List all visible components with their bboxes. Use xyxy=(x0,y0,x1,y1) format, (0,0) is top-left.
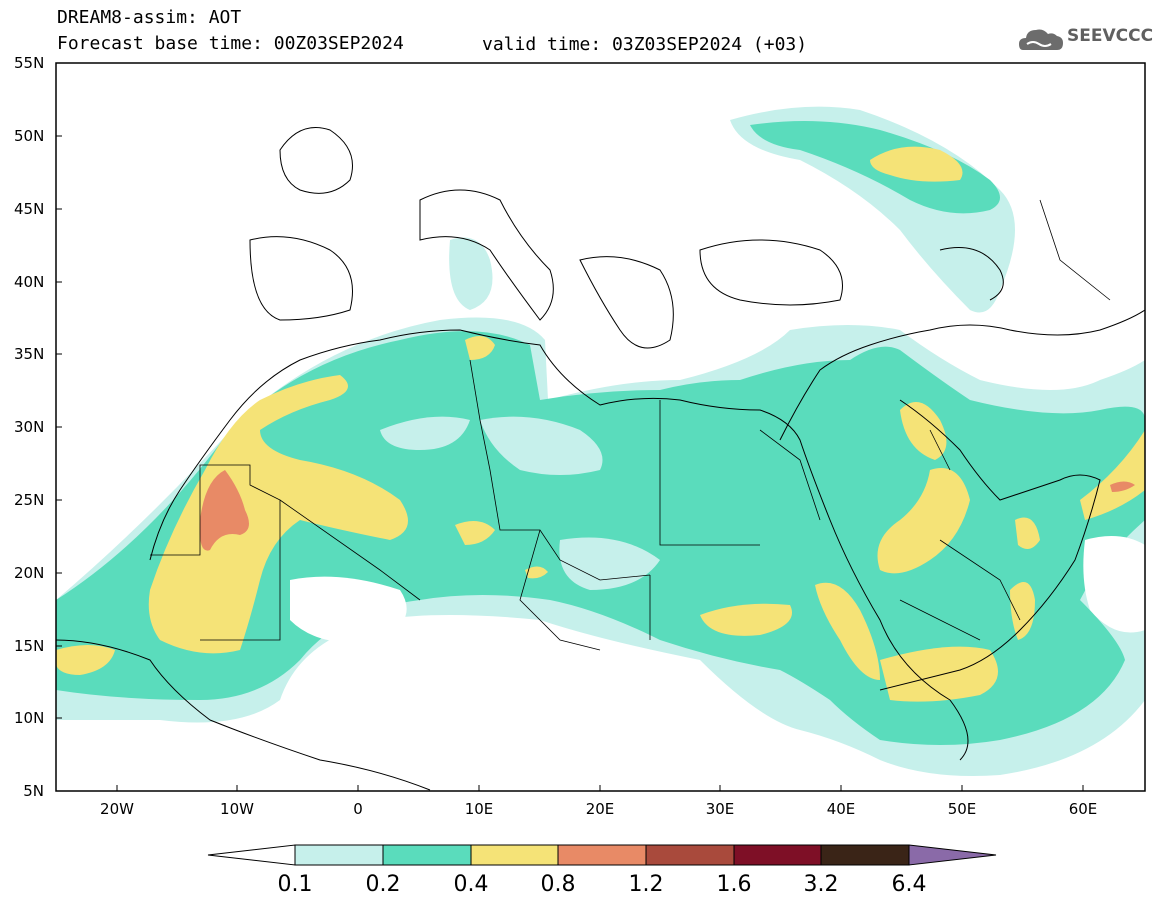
lon-label: 40E xyxy=(826,800,856,818)
lat-label: 35N xyxy=(14,345,45,363)
legend-tick: 1.2 xyxy=(628,872,664,897)
legend-swatch xyxy=(557,844,647,866)
color-legend xyxy=(207,844,997,866)
country-borders xyxy=(150,199,1111,651)
legend-swatch xyxy=(470,844,559,866)
aot-shading xyxy=(56,106,1145,776)
lat-label: 25N xyxy=(14,491,45,509)
lon-label: 0 xyxy=(353,800,363,818)
legend-swatch xyxy=(733,844,822,866)
lat-label: 10N xyxy=(14,709,45,727)
legend-tick: 0.4 xyxy=(453,872,489,897)
valid-time: valid time: 03Z03SEP2024 (+03) xyxy=(482,34,808,55)
coastlines xyxy=(55,127,1146,791)
legend-swatch xyxy=(820,844,910,866)
map-title: DREAM8-assim: AOT xyxy=(57,7,242,28)
forecast-base-time: Forecast base time: 00Z03SEP2024 xyxy=(57,33,404,54)
legend-tick: 0.8 xyxy=(540,872,576,897)
lon-label: 20W xyxy=(100,800,134,818)
lon-label: 60E xyxy=(1068,800,1098,818)
axis-ticks xyxy=(56,62,1084,791)
lon-label: 10W xyxy=(220,800,254,818)
lat-label: 40N xyxy=(14,273,45,291)
legend-arrow-low xyxy=(207,844,296,866)
cloud-icon xyxy=(1019,29,1063,50)
lat-label: 20N xyxy=(14,564,45,582)
legend-tick: 1.6 xyxy=(716,872,752,897)
logo-text: SEEVCCC xyxy=(1067,26,1154,46)
legend-swatch xyxy=(382,844,472,866)
lat-label: 55N xyxy=(14,54,45,72)
lon-label: 30E xyxy=(705,800,735,818)
lat-label: 50N xyxy=(14,127,45,145)
legend-tick: 6.4 xyxy=(891,872,927,897)
legend-tick: 0.1 xyxy=(277,872,313,897)
lon-label: 50E xyxy=(947,800,977,818)
lat-label: 5N xyxy=(23,782,44,800)
legend-tick: 0.2 xyxy=(365,872,401,897)
lat-label: 30N xyxy=(14,418,45,436)
lat-label: 15N xyxy=(14,637,45,655)
legend-arrow-high xyxy=(908,844,997,866)
lon-label: 20E xyxy=(585,800,615,818)
legend-swatch xyxy=(645,844,735,866)
lat-label: 45N xyxy=(14,200,45,218)
legend-swatch xyxy=(294,844,384,866)
legend-tick: 3.2 xyxy=(803,872,839,897)
lon-label: 10E xyxy=(464,800,494,818)
